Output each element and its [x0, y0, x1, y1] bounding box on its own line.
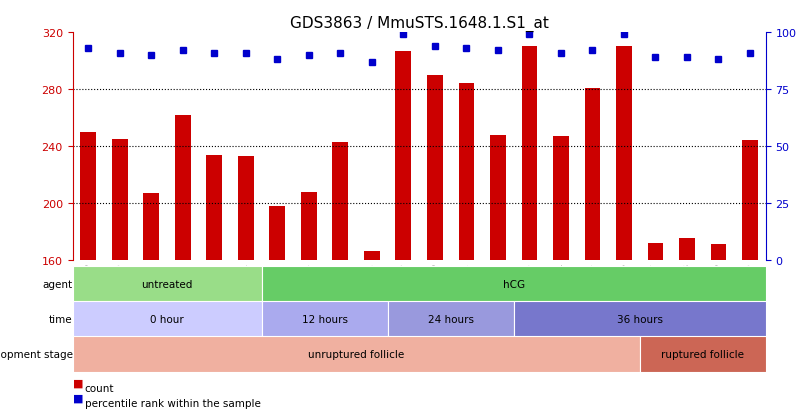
Text: 12 hours: 12 hours: [301, 314, 347, 324]
Text: agent: agent: [43, 279, 73, 289]
Text: ■: ■: [73, 378, 83, 388]
Title: GDS3863 / MmuSTS.1648.1.S1_at: GDS3863 / MmuSTS.1648.1.S1_at: [289, 16, 549, 32]
Bar: [112, 140, 127, 260]
Bar: [427, 76, 442, 260]
Text: 24 hours: 24 hours: [428, 314, 474, 324]
Bar: [333, 142, 348, 260]
Bar: [647, 243, 663, 260]
Bar: [679, 239, 695, 260]
Bar: [81, 133, 96, 260]
Bar: [584, 88, 600, 260]
Bar: [206, 155, 222, 260]
Bar: [143, 193, 160, 260]
Bar: [490, 135, 506, 260]
Bar: [301, 192, 317, 260]
Bar: [742, 141, 758, 260]
Text: unruptured follicle: unruptured follicle: [308, 349, 405, 359]
Text: percentile rank within the sample: percentile rank within the sample: [85, 398, 260, 408]
Bar: [459, 84, 474, 260]
Bar: [521, 47, 538, 260]
FancyBboxPatch shape: [73, 266, 262, 301]
FancyBboxPatch shape: [73, 337, 640, 372]
Text: count: count: [85, 383, 114, 393]
Text: ruptured follicle: ruptured follicle: [661, 349, 744, 359]
Bar: [364, 252, 380, 260]
Text: time: time: [49, 314, 73, 324]
FancyBboxPatch shape: [262, 301, 388, 337]
Bar: [553, 137, 569, 260]
Text: 36 hours: 36 hours: [617, 314, 663, 324]
Bar: [269, 206, 285, 260]
Text: untreated: untreated: [141, 279, 193, 289]
Text: development stage: development stage: [0, 349, 73, 359]
Bar: [238, 157, 254, 260]
Bar: [711, 244, 726, 260]
FancyBboxPatch shape: [388, 301, 513, 337]
Bar: [175, 115, 191, 260]
FancyBboxPatch shape: [513, 301, 766, 337]
Text: 0 hour: 0 hour: [150, 314, 184, 324]
FancyBboxPatch shape: [262, 266, 766, 301]
Text: hCG: hCG: [503, 279, 525, 289]
FancyBboxPatch shape: [640, 337, 766, 372]
Bar: [396, 52, 411, 260]
Text: ■: ■: [73, 393, 83, 403]
FancyBboxPatch shape: [73, 301, 262, 337]
Bar: [616, 47, 632, 260]
